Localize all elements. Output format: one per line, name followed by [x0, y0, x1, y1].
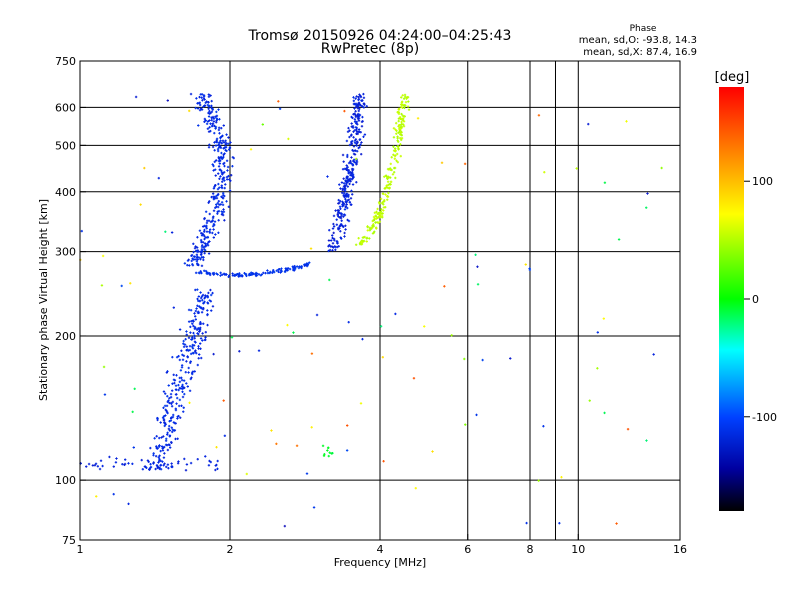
y-tick-label: 200	[55, 330, 76, 343]
chart-title: Tromsø 20150926 04:24:00–04:25:43	[248, 28, 512, 44]
x-axis-ticks: 1 2 4 6 8 10 16	[77, 534, 687, 556]
y-tick-label: 100	[55, 474, 76, 487]
stats-o-line: mean, sd,O: -93.8, 14.3	[579, 35, 697, 46]
x-axis-label: Frequency [MHz]	[334, 556, 426, 569]
grid-lines	[80, 61, 680, 540]
chart-subtitle: RwPretec (8p)	[321, 41, 419, 57]
x-tick-label: 10	[571, 543, 585, 556]
y-tick-label: 400	[55, 186, 76, 199]
colorbar	[719, 87, 744, 511]
colorbar-ticks: 100 0 -100	[744, 175, 777, 424]
y-tick-label: 600	[55, 101, 76, 114]
y-axis-ticks: 75 100 200 300 400 500 600 750	[55, 55, 86, 547]
x-tick-label: 8	[527, 543, 534, 556]
x-tick-label: 1	[77, 543, 84, 556]
y-tick-label: 750	[55, 55, 76, 68]
y-tick-label: 300	[55, 246, 76, 259]
stats-x-line: mean, sd,X: 87.4, 16.9	[583, 47, 697, 58]
x-tick-label: 4	[377, 543, 384, 556]
y-tick-label: 500	[55, 139, 76, 152]
colorbar-tick-label: 100	[752, 175, 773, 188]
y-axis-label: Stationary phase Virtual Height [km]	[37, 199, 50, 401]
data-points	[79, 92, 663, 528]
y-tick-label: 75	[62, 534, 76, 547]
colorbar-label: [deg]	[715, 70, 750, 85]
x-tick-label: 16	[673, 543, 687, 556]
stats-heading: Phase	[630, 24, 657, 34]
colorbar-tick-label: -100	[752, 411, 777, 424]
colorbar-tick-label: 0	[752, 293, 759, 306]
x-tick-label: 6	[464, 543, 471, 556]
x-tick-label: 2	[227, 543, 234, 556]
